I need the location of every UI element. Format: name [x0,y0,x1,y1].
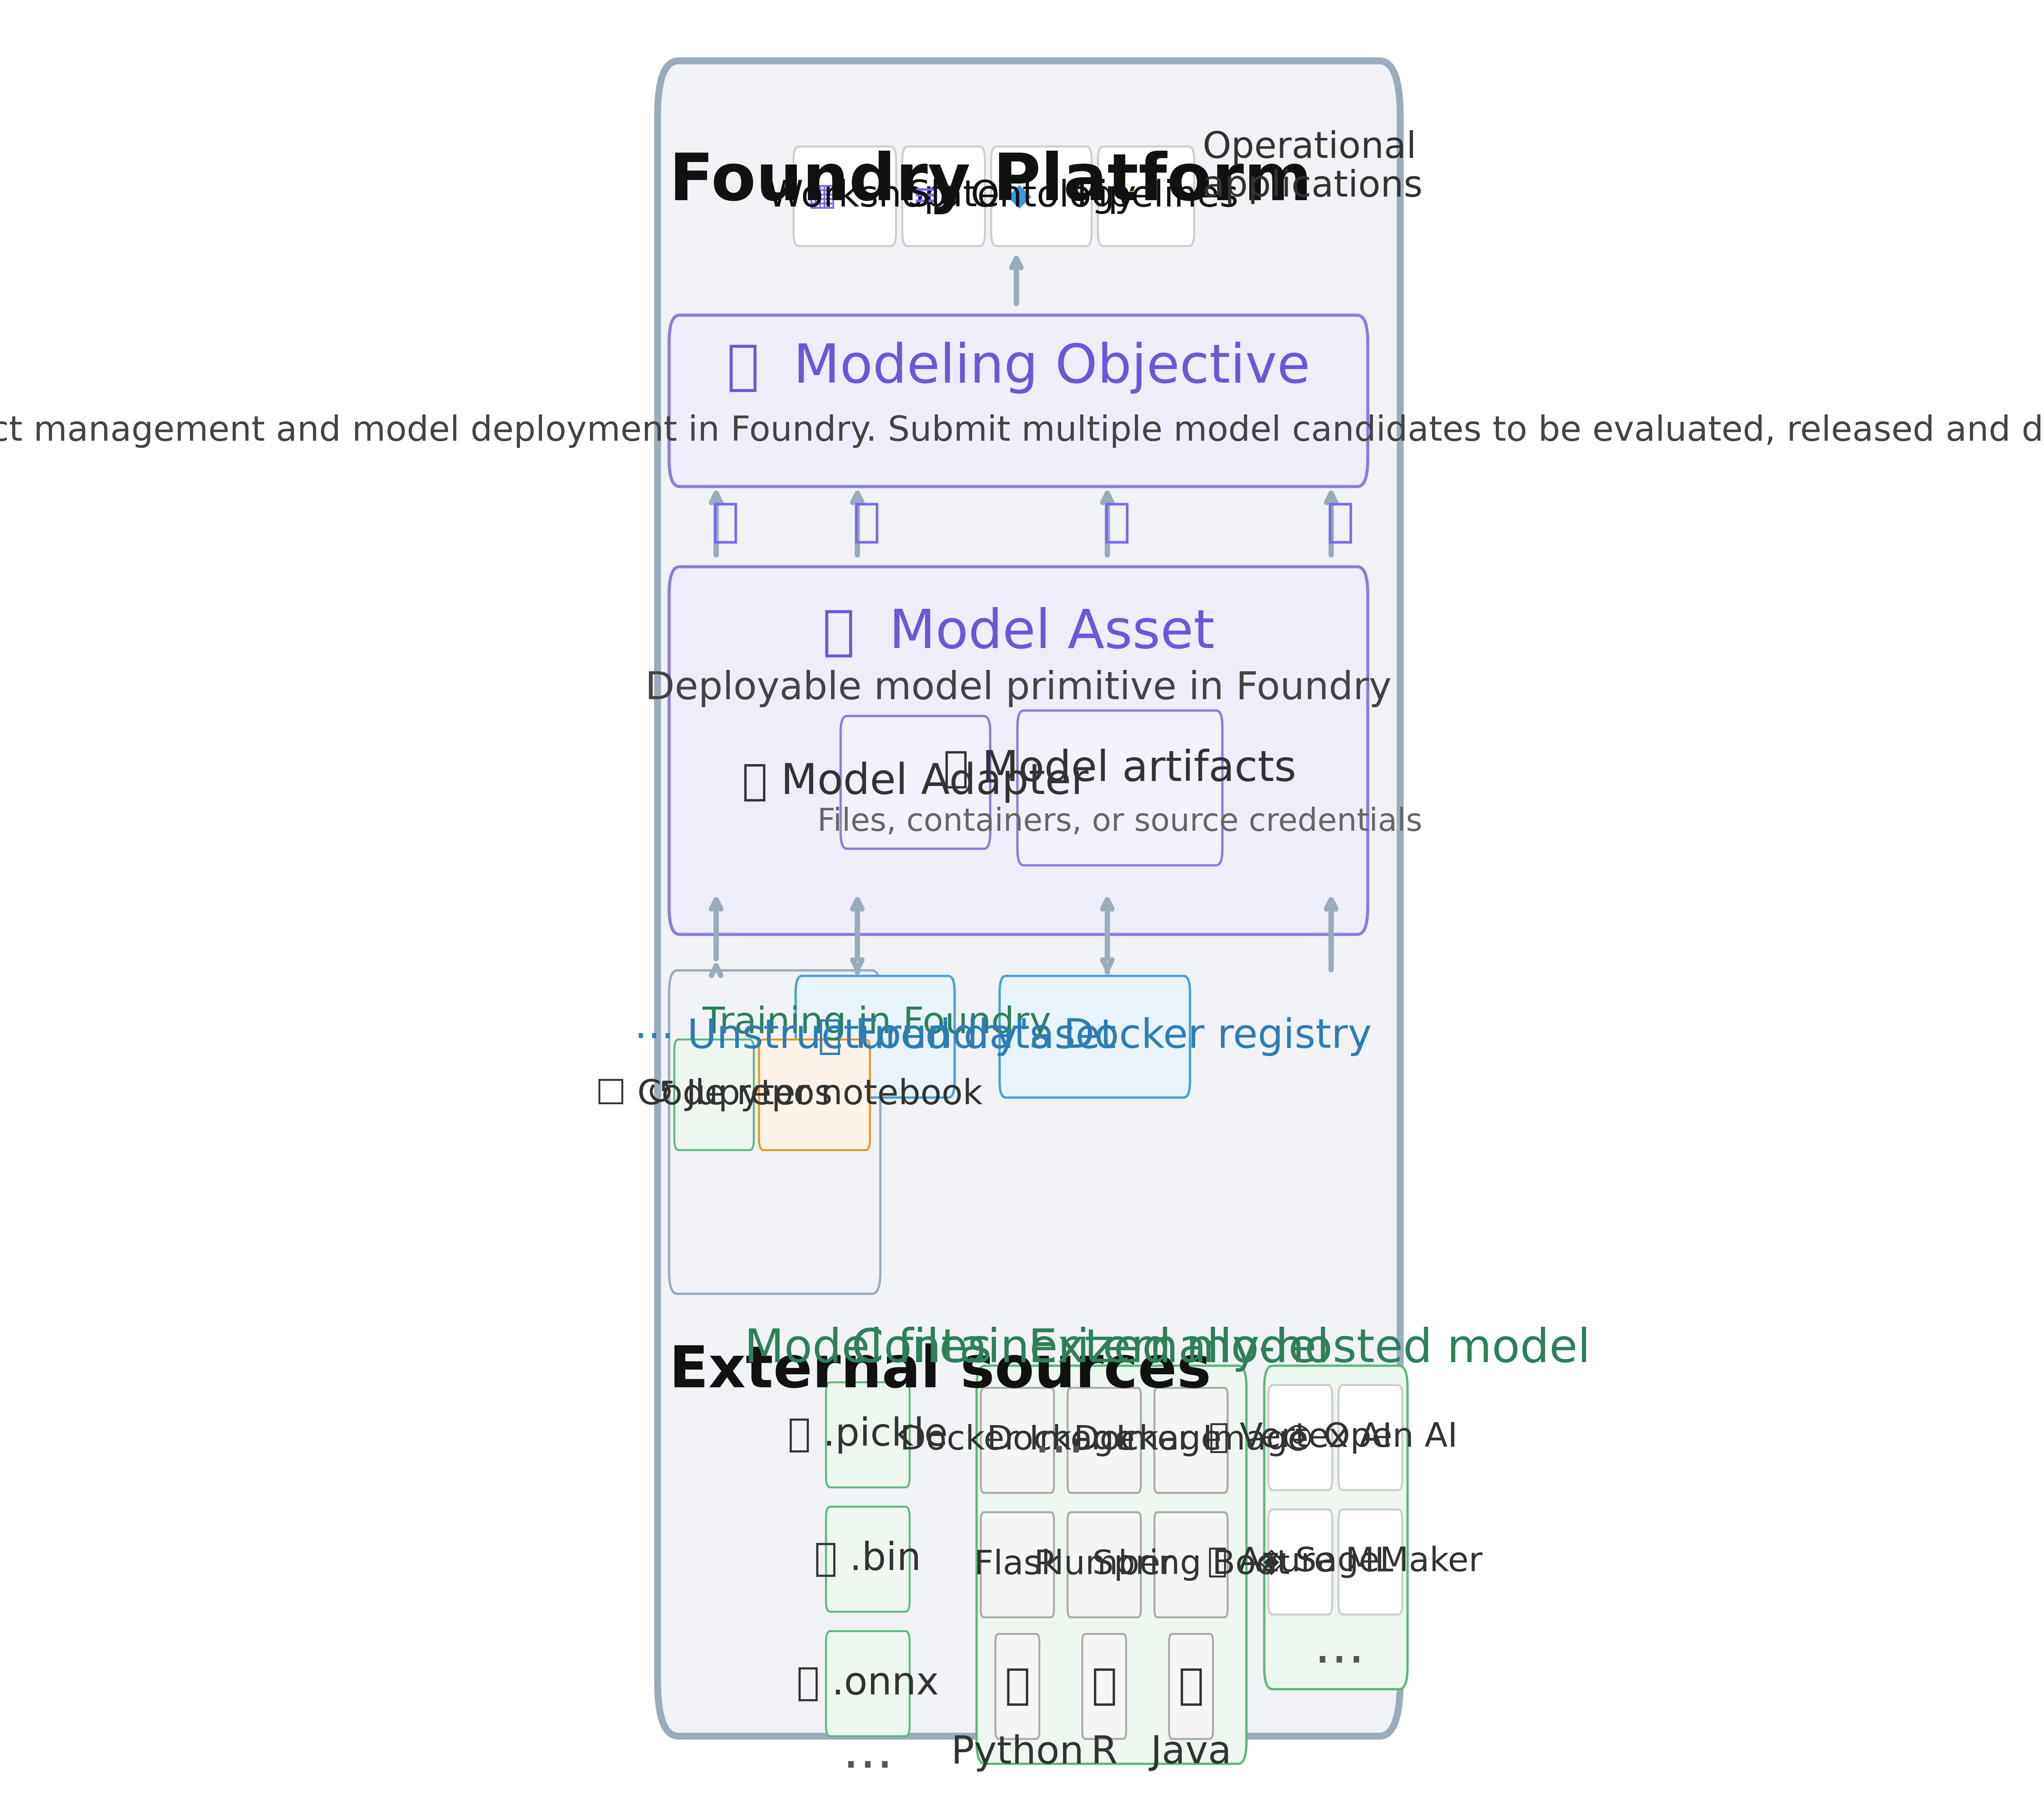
FancyBboxPatch shape [991,147,1091,246]
Text: ◆: ◆ [1008,181,1032,212]
FancyBboxPatch shape [995,1633,1038,1739]
Text: ⛶  Modeling Objective: ⛶ Modeling Objective [728,341,1310,394]
FancyBboxPatch shape [1339,1509,1402,1614]
FancyBboxPatch shape [1018,710,1222,866]
FancyBboxPatch shape [981,1387,1055,1493]
Text: Ontology: Ontology [971,178,1136,214]
FancyBboxPatch shape [1067,1513,1141,1617]
Text: ⛶  Model Asset: ⛶ Model Asset [822,607,1214,659]
Text: Deployable model primitive in Foundry: Deployable model primitive in Foundry [646,670,1392,706]
Text: 📄 Model artifacts: 📄 Model artifacts [944,749,1296,791]
Text: ...: ... [842,1727,893,1779]
Text: 📄: 📄 [1177,1666,1204,1707]
Text: Slate: Slate [908,178,1000,214]
FancyBboxPatch shape [826,1382,910,1488]
FancyBboxPatch shape [1081,1633,1126,1739]
FancyBboxPatch shape [840,715,989,848]
Text: 📄 .pickle: 📄 .pickle [787,1416,948,1454]
Text: ⛰: ⛰ [1327,500,1355,544]
Text: ⛹ Model Adapter: ⛹ Model Adapter [742,762,1089,803]
FancyBboxPatch shape [1000,976,1190,1098]
FancyBboxPatch shape [901,147,985,246]
Text: Externally-hosted model: Externally-hosted model [1028,1326,1590,1371]
Text: Docker Image: Docker Image [899,1425,1134,1457]
Text: R: R [1091,1734,1118,1772]
Text: Files, containers, or source credentials: Files, containers, or source credentials [818,807,1423,837]
FancyBboxPatch shape [1265,1366,1408,1689]
Text: ⛰: ⛰ [711,500,740,544]
Text: 📄 .onnx: 📄 .onnx [797,1666,938,1702]
FancyBboxPatch shape [658,61,1400,1736]
Text: ⊸: ⊸ [1112,181,1139,212]
FancyBboxPatch shape [1067,1387,1141,1493]
Text: Docker Image: Docker Image [1073,1425,1308,1457]
FancyBboxPatch shape [1269,1509,1333,1614]
FancyBboxPatch shape [826,1632,910,1736]
Text: 🐳 Foundry's Docker registry: 🐳 Foundry's Docker registry [818,1017,1372,1057]
FancyBboxPatch shape [668,970,881,1294]
Text: ⛰: ⛰ [852,500,881,544]
Text: External sources: External sources [668,1344,1212,1400]
Text: Containerized model: Containerized model [852,1326,1329,1371]
FancyBboxPatch shape [981,1513,1055,1617]
Text: 🔷 Azure ML: 🔷 Azure ML [1208,1545,1394,1578]
Text: 🔷 Vertex AI: 🔷 Vertex AI [1208,1421,1392,1454]
Text: ≡: ≡ [912,181,938,212]
Text: applications: applications [1202,169,1423,205]
FancyBboxPatch shape [795,976,955,1098]
Text: Java: Java [1151,1734,1233,1772]
Text: Workshop: Workshop [766,178,946,214]
Text: Plumber: Plumber [1034,1549,1175,1581]
Text: ⋯ Unstructured dataset: ⋯ Unstructured dataset [634,1017,1116,1057]
Text: ◎ Open AI: ◎ Open AI [1284,1421,1457,1454]
Text: Flask: Flask [975,1549,1061,1581]
Text: ...: ... [1034,1412,1085,1463]
Text: Docker Image: Docker Image [987,1425,1222,1457]
FancyBboxPatch shape [668,566,1367,934]
FancyBboxPatch shape [1339,1385,1402,1490]
Text: Operational: Operational [1202,131,1416,165]
Text: Pipelines: Pipelines [1077,178,1239,214]
Text: 📄: 📄 [1006,1666,1030,1707]
FancyBboxPatch shape [1155,1387,1228,1493]
Text: Foundry Platform: Foundry Platform [668,151,1312,214]
FancyBboxPatch shape [1155,1513,1228,1617]
Text: 📄 .bin: 📄 .bin [814,1540,922,1578]
Text: ↺ Jupyter notebook: ↺ Jupyter notebook [646,1078,983,1112]
Text: 📄: 📄 [1091,1666,1116,1707]
FancyBboxPatch shape [793,147,895,246]
Text: ModelOps, model project management and model deployment in Foundry. Submit multi: ModelOps, model project management and m… [0,415,2044,447]
Text: Model files: Model files [744,1326,991,1371]
Text: ☐ Code repos: ☐ Code repos [595,1078,832,1112]
Text: ...: ... [1314,1621,1365,1673]
FancyBboxPatch shape [1098,147,1194,246]
FancyBboxPatch shape [1169,1633,1212,1739]
Text: ⛰: ⛰ [1104,500,1130,544]
FancyBboxPatch shape [668,314,1367,487]
FancyBboxPatch shape [675,1039,754,1150]
FancyBboxPatch shape [758,1039,871,1150]
FancyBboxPatch shape [977,1366,1247,1765]
FancyBboxPatch shape [1269,1385,1333,1490]
Text: ◈ SageMaker: ◈ SageMaker [1259,1545,1482,1578]
Text: Python: Python [950,1734,1083,1772]
FancyBboxPatch shape [826,1506,910,1612]
Text: Training in Foundry: Training in Foundry [703,1005,1051,1040]
Text: Spring Boot: Spring Boot [1091,1549,1290,1581]
Text: ▦: ▦ [807,181,836,212]
